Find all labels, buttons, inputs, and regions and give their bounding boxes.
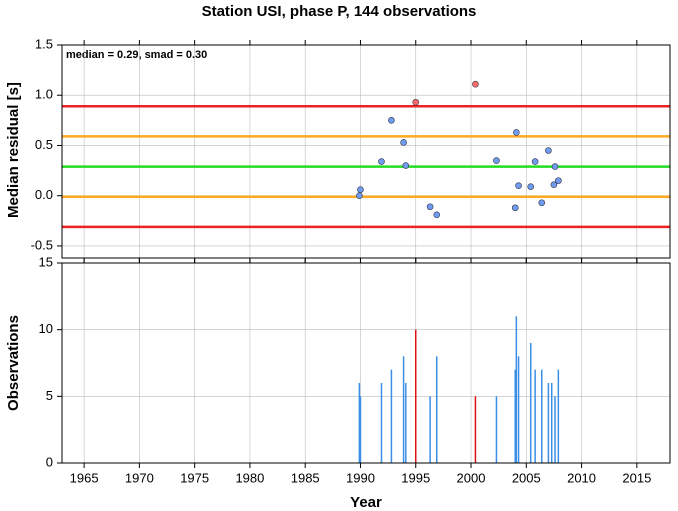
x-tick-label: 1975	[180, 470, 209, 485]
y-tick-label: 0.0	[35, 187, 53, 202]
point	[412, 98, 420, 106]
point	[551, 163, 559, 170]
point	[433, 211, 441, 219]
x-axis-label: Year	[350, 494, 382, 511]
point	[426, 203, 434, 211]
x-tick-label: 2010	[567, 470, 596, 485]
point	[538, 199, 546, 207]
point	[545, 147, 552, 154]
point	[472, 80, 479, 88]
point	[493, 157, 500, 164]
point	[531, 158, 539, 165]
x-tick-label: 1970	[125, 470, 154, 485]
point	[513, 129, 520, 136]
point	[402, 162, 410, 169]
y-tick-label: 5	[46, 388, 53, 403]
x-tick-label: 1985	[291, 470, 320, 485]
chart-title: Station USI, phase P, 144 observations	[202, 3, 477, 20]
x-tick-label: 2005	[512, 470, 541, 485]
x-tick-label: 1965	[70, 470, 99, 485]
point	[555, 177, 562, 184]
x-tick-label: 1990	[346, 470, 375, 485]
point	[527, 183, 535, 190]
y-tick-label: 1.5	[35, 36, 53, 51]
plot-frame	[61, 44, 671, 259]
point	[378, 158, 385, 165]
point	[357, 186, 364, 193]
plot-frame	[61, 262, 671, 464]
point	[400, 139, 407, 146]
y-tick-label: 15	[39, 254, 53, 269]
point	[388, 117, 395, 124]
point	[515, 182, 522, 189]
y-tick-label: 10	[39, 321, 53, 336]
y-axis-label: Observations	[5, 315, 22, 411]
x-tick-label: 2015	[622, 470, 651, 485]
y-tick-label: 1.0	[35, 87, 53, 102]
point	[356, 192, 363, 200]
y-tick-label: -0.5	[31, 237, 53, 252]
x-tick-label: 1980	[235, 470, 264, 485]
y-tick-label: 0.5	[35, 137, 53, 152]
y-tick-label: 0	[46, 454, 53, 469]
annotation: median = 0.29, smad = 0.30	[66, 49, 207, 61]
x-tick-label: 1995	[401, 470, 430, 485]
point	[550, 181, 558, 188]
y-axis-label: Median residual [s]	[5, 82, 22, 218]
x-tick-label: 2000	[457, 470, 486, 485]
point	[511, 204, 519, 212]
